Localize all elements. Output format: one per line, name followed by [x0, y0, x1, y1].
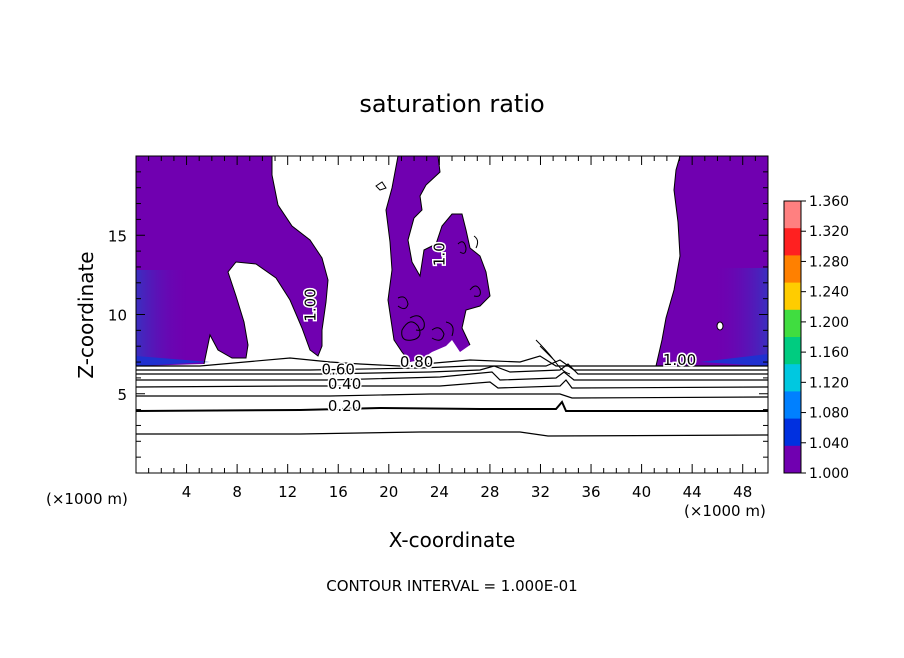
x-tick-label: 36 — [581, 483, 600, 501]
colorbar-swatch — [784, 282, 801, 311]
colorbar-tick-label: 1.200 — [809, 315, 849, 331]
colorbar-swatch — [784, 201, 801, 229]
colorbar-swatch — [784, 391, 801, 420]
contour-label: 0.80 — [400, 353, 433, 371]
purple-region-center — [386, 156, 490, 362]
contour-label: 0.80 — [400, 353, 433, 371]
contour-label: 1.0 — [430, 242, 448, 266]
x-unit-right: (×1000 m) — [684, 502, 766, 520]
colorbar-swatch — [784, 309, 801, 338]
colorbar-swatch — [784, 228, 801, 256]
y-tick-label: 15 — [108, 227, 127, 245]
x-tick-label: 48 — [733, 483, 752, 501]
contour-label: 1.00 — [663, 351, 696, 369]
colorbar-tick-label: 1.280 — [809, 254, 849, 270]
contour-label: 1.0 — [430, 242, 448, 266]
y-axis-label: Z-coordinate — [74, 251, 98, 378]
contour-label: 0.40 — [328, 375, 361, 393]
y-tick-label: 10 — [108, 307, 127, 325]
y-tick-labels: 5 10 15 — [108, 227, 127, 404]
x-tick-label: 28 — [480, 483, 499, 501]
colorbar-frame — [783, 200, 802, 474]
x-tick-label: 44 — [683, 483, 702, 501]
x-tick-label: 4 — [182, 483, 192, 501]
x-axis-label: X-coordinate — [389, 528, 516, 552]
contour-label: 1.00 — [663, 351, 696, 369]
contour-label: 0.60 — [322, 361, 355, 379]
colorbar-tick-label: 1.160 — [809, 345, 849, 361]
x-tick-label: 20 — [379, 483, 398, 501]
colorbar-swatch — [784, 337, 801, 365]
colorbar-tick-label: 1.320 — [809, 224, 849, 240]
colorbar-tick-label: 1.360 — [809, 194, 849, 210]
x-tick-label: 32 — [531, 483, 550, 501]
contour-label: 0.60 — [322, 361, 355, 379]
contour-label: 0.20 — [328, 397, 361, 415]
colorbar-swatch — [784, 255, 801, 284]
chart-title: saturation ratio — [359, 90, 544, 118]
contour-labels: 0.200.200.400.400.600.60 0.800.801.001.00… — [300, 241, 698, 417]
contour-interval-note: CONTOUR INTERVAL = 1.000E-01 — [326, 577, 577, 595]
colorbar-swatch — [784, 445, 801, 474]
x-tick-label: 40 — [632, 483, 651, 501]
colorbar-tick-label: 1.120 — [809, 375, 849, 391]
axis-ticks — [136, 156, 768, 473]
contour-field: 0.200.200.400.400.600.60 0.800.801.001.00… — [136, 156, 768, 437]
colorbar-swatch — [784, 418, 801, 447]
contour-label: 1.00 — [301, 288, 319, 321]
x-tick-label: 8 — [232, 483, 242, 501]
colorbar-tick-label: 1.000 — [809, 466, 849, 482]
colorbar-tick-label: 1.240 — [809, 285, 849, 301]
x-unit-left: (×1000 m) — [46, 490, 128, 508]
x-tick-label: 12 — [278, 483, 297, 501]
x-tick-label: 24 — [430, 483, 449, 501]
colorbar-swatch — [784, 364, 801, 392]
contour-label: 0.20 — [328, 397, 361, 415]
colorbar-tick-label: 1.080 — [809, 406, 849, 422]
x-tick-label: 16 — [329, 483, 348, 501]
colorbar-tick-label: 1.040 — [809, 436, 849, 452]
y-tick-label: 5 — [117, 386, 127, 404]
contour-label: 1.00 — [301, 288, 319, 321]
x-tick-labels: 4 8 12 16 20 24 28 32 36 40 44 48 — [182, 483, 752, 501]
colorbar: 1.360 1.320 1.280 1.240 1.200 1.160 1.120 1.080… — [783, 194, 849, 482]
contour-label: 0.40 — [328, 375, 361, 393]
